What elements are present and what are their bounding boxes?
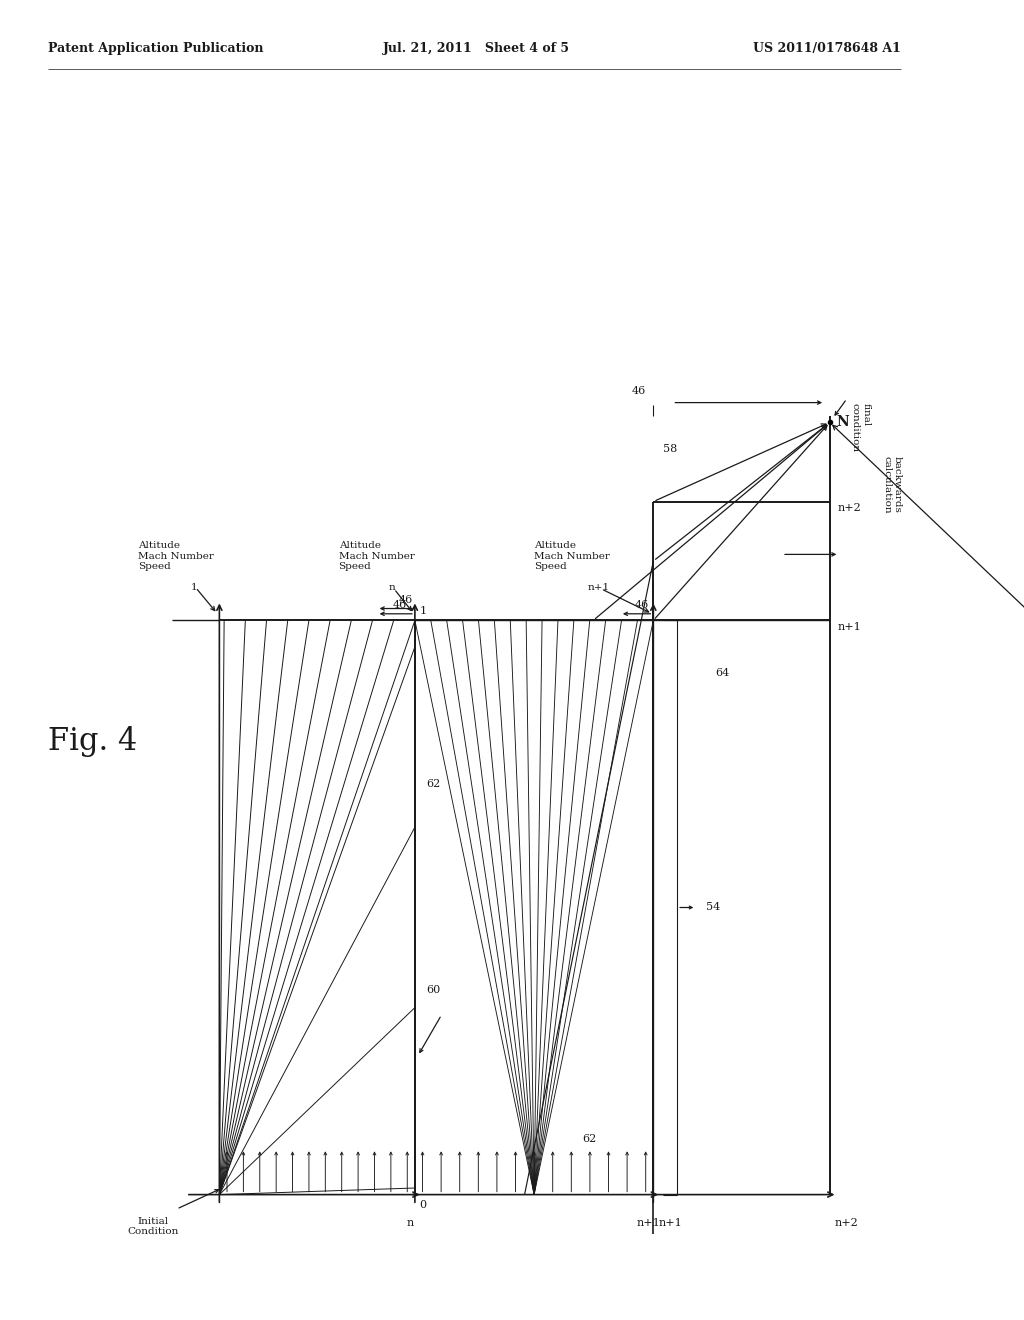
Text: 46: 46 <box>393 599 408 610</box>
Text: Altitude
Mach Number
Speed: Altitude Mach Number Speed <box>535 541 610 572</box>
Text: n: n <box>389 583 396 593</box>
Text: Fig. 4: Fig. 4 <box>48 726 137 756</box>
Text: 46: 46 <box>398 594 413 605</box>
Text: n+1: n+1 <box>637 1218 660 1229</box>
Text: N: N <box>837 416 849 429</box>
Text: Altitude
Mach Number
Speed: Altitude Mach Number Speed <box>138 541 214 572</box>
Text: n+2: n+2 <box>838 503 861 513</box>
Text: n+2: n+2 <box>835 1218 858 1229</box>
Text: 58: 58 <box>663 444 677 454</box>
Text: n+1: n+1 <box>588 583 609 593</box>
Text: 1: 1 <box>420 606 427 616</box>
Text: Patent Application Publication: Patent Application Publication <box>48 42 263 55</box>
Text: n+1: n+1 <box>658 1218 682 1229</box>
Text: 54: 54 <box>706 903 720 912</box>
Text: US 2011/0178648 A1: US 2011/0178648 A1 <box>754 42 901 55</box>
Text: 60: 60 <box>426 985 440 995</box>
Text: Altitude
Mach Number
Speed: Altitude Mach Number Speed <box>339 541 415 572</box>
Text: 1: 1 <box>190 583 198 593</box>
Text: 62: 62 <box>426 779 440 789</box>
Text: 62: 62 <box>582 1134 596 1143</box>
Text: Jul. 21, 2011   Sheet 4 of 5: Jul. 21, 2011 Sheet 4 of 5 <box>383 42 570 55</box>
Text: 0: 0 <box>420 1200 427 1210</box>
Text: n: n <box>407 1218 414 1229</box>
Text: n+1: n+1 <box>838 622 861 632</box>
Text: final
condition: final condition <box>851 403 870 451</box>
Text: backwards
calculation: backwards calculation <box>883 457 902 513</box>
Text: 46: 46 <box>634 599 648 610</box>
Text: 46: 46 <box>632 385 646 396</box>
Text: Initial
Condition: Initial Condition <box>127 1217 178 1237</box>
Text: 64: 64 <box>716 668 729 678</box>
